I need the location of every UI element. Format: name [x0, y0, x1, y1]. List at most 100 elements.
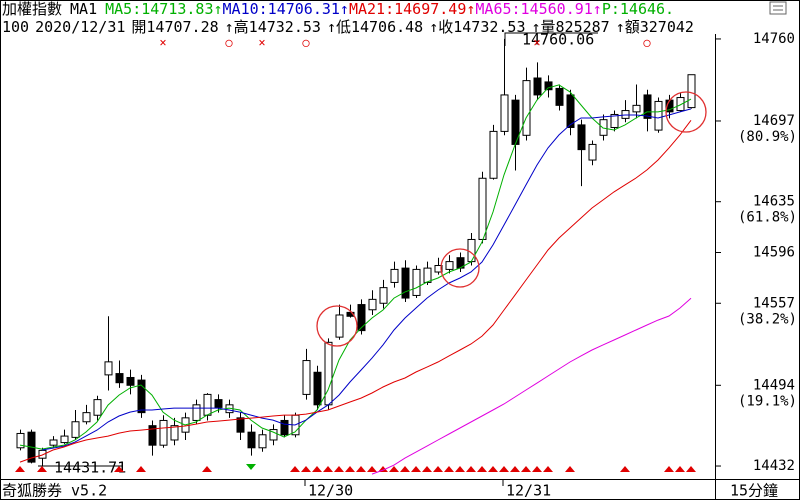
buy-signal	[620, 466, 630, 472]
candle-body	[236, 417, 245, 433]
candle-body	[544, 81, 553, 91]
buy-signal	[521, 466, 531, 472]
buy-signal	[301, 466, 311, 472]
buy-signal	[466, 466, 476, 472]
candle-body	[324, 341, 333, 406]
candle-body	[93, 399, 102, 416]
buy-signal	[356, 466, 366, 472]
candle-body	[654, 100, 663, 131]
x-tick-label: 12/31	[506, 482, 551, 500]
buy-signal	[400, 466, 410, 472]
candle-body	[687, 74, 696, 109]
ma-line	[371, 297, 692, 475]
candle-body	[621, 110, 630, 119]
candle-body	[247, 431, 256, 449]
plot: 14760 14697 14635 14596 14557 14494 14432 (80.9…	[15, 31, 797, 500]
fib-label: (61.8%)	[738, 210, 797, 226]
candle-body	[632, 104, 641, 113]
candle-body	[478, 177, 487, 240]
candle-body	[577, 124, 586, 151]
candle-body	[313, 371, 322, 406]
buy-signal	[686, 466, 696, 472]
info-field: ↑量825287	[532, 18, 610, 36]
highlight-circle	[665, 91, 707, 133]
buy-signal	[488, 466, 498, 472]
y-tick-label: 14596	[753, 244, 795, 260]
candle-body	[214, 399, 223, 408]
y-tick-label: 14494	[753, 377, 795, 393]
info-field: 100	[2, 18, 29, 36]
buy-signal	[422, 466, 432, 472]
legend-value: :14706.31↑	[259, 0, 349, 18]
top-marker: ○	[302, 36, 309, 50]
legend-value: :14713.83↑	[132, 0, 222, 18]
top-marker: ○	[643, 36, 650, 50]
header-mode: MA1	[70, 0, 97, 18]
candle-body	[676, 97, 685, 112]
legend-name: MA10	[223, 0, 259, 18]
candle-body	[555, 87, 564, 106]
candle-body	[522, 80, 531, 136]
candle-body	[423, 267, 432, 283]
header-extra: P:14646.	[602, 0, 674, 18]
candle-body	[104, 361, 113, 376]
candle-body	[643, 94, 652, 119]
candle-body	[588, 143, 597, 161]
y-tick-label: 14697	[753, 113, 795, 129]
info-field: ↑收14732.53	[429, 18, 525, 36]
info-field: 2020/12/31	[35, 18, 125, 36]
buy-signal	[114, 466, 124, 472]
candle-body	[390, 268, 399, 283]
low-annotation: 14431.71	[54, 459, 126, 477]
candle-body	[49, 439, 58, 446]
top-marker: ×	[258, 36, 265, 50]
legend-name: MA21	[349, 0, 385, 18]
candle-body	[379, 287, 388, 304]
candle-body	[368, 298, 377, 311]
header-line: 加權指數 MA1 MA5:14713.83↑MA10:14706.31↑MA21 :1…	[2, 0, 674, 18]
buy-signal	[290, 466, 300, 472]
high-annotation: 14760.06	[522, 31, 594, 49]
candle-body	[159, 419, 168, 446]
highlight-circle	[440, 248, 480, 288]
candle-body	[60, 435, 69, 444]
buy-signal	[136, 466, 146, 472]
info-field: ↑額327042	[616, 18, 694, 36]
candle-body	[533, 77, 542, 96]
header-title: 加權指數	[2, 0, 62, 18]
legend-name: MA5	[105, 0, 132, 18]
candle-body	[170, 425, 179, 441]
candle-body	[412, 268, 421, 296]
buy-signal	[345, 466, 355, 472]
buy-signal	[389, 466, 399, 472]
legend-name: MA65	[475, 0, 511, 18]
buy-signal	[433, 466, 443, 472]
info-field: 開14707.28	[131, 18, 218, 36]
candle-body	[280, 419, 289, 436]
buy-signal	[543, 466, 553, 472]
candle-body	[445, 261, 454, 270]
candle-body	[467, 238, 476, 263]
buy-signal	[510, 466, 520, 472]
brand: 奇狐勝券 v5.2	[2, 482, 107, 500]
candle-body	[71, 421, 80, 438]
candle-body	[434, 265, 443, 273]
candle-body	[38, 449, 47, 459]
y-tick-label: 14557	[753, 295, 795, 311]
y-tick-label: 14635	[753, 194, 795, 210]
candle-body	[566, 94, 575, 128]
buy-signal	[532, 466, 542, 472]
buy-signal	[37, 466, 47, 472]
buy-signal	[15, 466, 25, 472]
candle-body	[269, 429, 278, 441]
candle-body	[489, 130, 498, 179]
candle-body	[148, 425, 157, 446]
buy-signal	[202, 466, 212, 472]
legend-value: :14560.91↑	[512, 0, 602, 18]
buy-signal	[323, 466, 333, 472]
buy-signal	[455, 466, 465, 472]
window-button[interactable]	[769, 1, 787, 15]
top-marker: ×	[533, 36, 540, 50]
sell-signal	[246, 464, 256, 470]
buy-signal	[367, 466, 377, 472]
